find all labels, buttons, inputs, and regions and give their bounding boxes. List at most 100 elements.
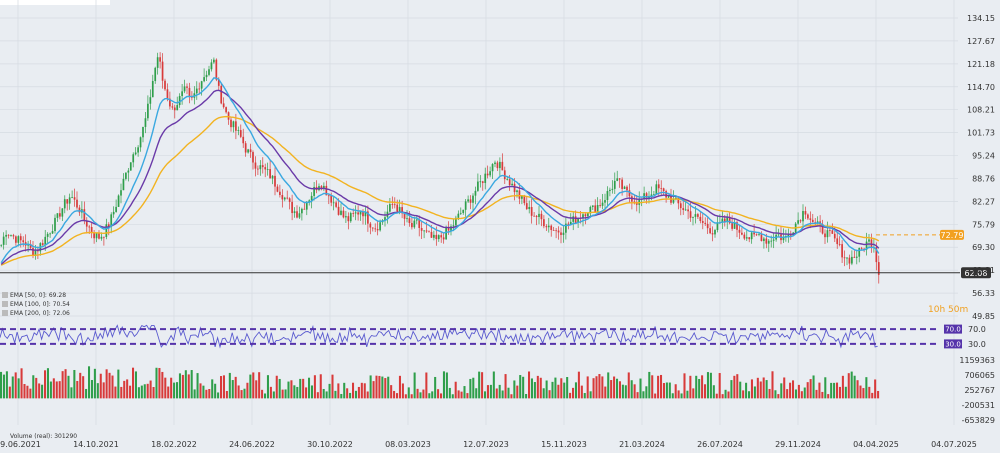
candle-body [650,194,653,196]
candle-body [521,196,523,199]
candle-body [455,217,457,226]
candle-body [858,247,861,257]
candle-body [85,220,88,227]
candle-body [525,203,528,210]
volume-bar [38,383,41,399]
volume-bar [780,383,783,399]
volume-bar [645,386,648,399]
candle-body [310,195,313,201]
candle-body [327,195,330,197]
candle-body [7,234,10,236]
candle-body [44,236,47,245]
volume-bar [815,389,818,399]
volume-bar [859,385,862,399]
ema-legend[interactable]: EMA [50, 0]: 69.28 EMA [100, 0]: 70.54 E… [2,292,70,317]
volume-bar [721,394,724,399]
candle-body [183,86,186,92]
volume-tick-label: 706065 [964,371,995,380]
volume-bar [173,382,176,399]
candle-body [667,196,670,198]
candle-body [660,188,663,190]
candle-body [821,224,824,234]
candle-body [110,214,113,227]
time-axis: 09.06.2021 14.10.2021 18.02.2022 24.06.2022… [0,440,977,449]
rsi-70-badge-label: 70.0 [945,326,961,334]
candle-body [352,213,355,214]
volume-bar [680,393,683,399]
volume-bar [800,391,803,399]
volume-bar [654,393,657,399]
legend-settings-icon[interactable] [2,310,8,316]
volume-bar [431,391,434,399]
volume-bar [17,378,20,399]
legend-settings-icon[interactable] [2,301,8,307]
volume-bar [5,371,8,399]
ema-200-badge [940,229,964,240]
volume-bar [572,387,575,399]
candle-body [129,162,132,171]
volume-bar [413,372,416,399]
candle-body [677,197,680,204]
candle-body [176,105,179,111]
volume-bar [724,389,727,399]
candle-body [464,201,467,210]
legend-settings-icon[interactable] [2,292,8,298]
volume-bar [736,374,739,399]
volume-bar [137,387,140,399]
volume-bar [49,381,52,399]
candle-body [313,186,315,196]
volume-bar [610,380,613,399]
candle-body [486,173,489,176]
volume-bar [481,372,484,399]
volume-bar [768,388,771,399]
volume-bar [372,381,375,399]
volume-bar [246,382,249,399]
volume-bar [712,385,715,399]
volume-bar [662,383,665,399]
volume-bar [525,393,528,399]
candle-body [107,224,110,227]
volume-bar [434,376,437,399]
volume-bar [750,379,753,399]
volume-bar [492,371,495,399]
volume-bar [155,367,158,399]
candle-body [518,190,521,199]
volume-bar [401,383,404,399]
volume-bar [93,368,96,399]
candle-body [545,226,548,228]
volume-bar [258,372,261,399]
candle-body [56,213,59,218]
candle-body [325,185,328,196]
volume-bar [310,385,313,399]
price-tick-label: 101.73 [967,129,995,138]
volume-bar [739,381,742,399]
volume-bar [692,388,695,399]
candle-body [655,184,658,195]
volume-bar [293,385,296,399]
top-left-tab[interactable] [0,0,110,5]
candle-body [46,233,49,237]
volume-bar [11,376,14,399]
candle-body [340,210,342,215]
volume-bar [134,371,137,399]
volume-bar [616,378,619,399]
candle-body [692,216,694,218]
candle-body [829,230,831,231]
volume-bar [727,391,730,399]
volume-bar [812,375,815,399]
candle-body [406,218,408,220]
volume-bar [96,383,99,399]
candle-body [254,162,257,169]
candle-body [843,257,846,259]
ema-200-line [0,115,880,266]
candle-body [205,74,208,78]
volume-bar [346,388,349,399]
candle-body [244,143,247,153]
volume-bar [877,390,880,399]
candle-body [134,152,137,155]
volume-bar [783,377,786,399]
candle-body [217,79,220,86]
candle-body [445,228,447,240]
volume-bar [847,373,850,399]
